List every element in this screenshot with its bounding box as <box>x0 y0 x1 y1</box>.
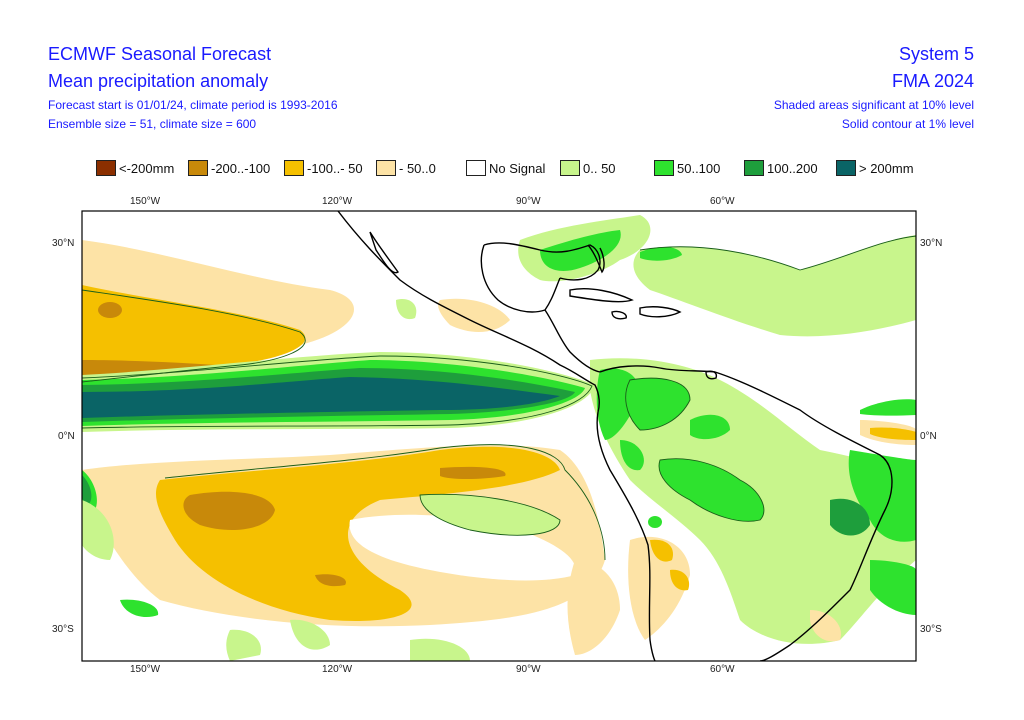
significance-contours <box>82 235 916 561</box>
legend-swatch <box>560 160 580 176</box>
legend-item: 0.. 50 <box>560 159 616 177</box>
bottom-lon-label: 90°W <box>516 664 541 675</box>
right-lat-label: 30°N <box>920 238 943 249</box>
contour-note: Solid contour at 1% level <box>841 117 974 131</box>
legend-swatch <box>466 160 486 176</box>
top-lon-label: 90°W <box>516 196 541 207</box>
map-title: ECMWF Seasonal Forecast <box>48 44 272 64</box>
legend-label: <-200mm <box>119 160 175 176</box>
legend-swatch <box>376 160 396 176</box>
legend-item: 50..100 <box>654 159 720 177</box>
legend-swatch <box>744 160 764 176</box>
legend-label: 0.. 50 <box>583 160 616 176</box>
right-lat-label: 30°S <box>920 624 942 635</box>
right-lat-label: 0°N <box>920 431 937 442</box>
anomaly-shading <box>82 211 916 661</box>
legend-label: - 50..0 <box>399 160 436 176</box>
legend-swatch <box>284 160 304 176</box>
legend-label: > 200mm <box>859 160 914 176</box>
ensemble-info: Ensemble size = 51, climate size = 600 <box>48 117 257 131</box>
top-lon-label: 120°W <box>322 196 353 207</box>
top-lon-label: 150°W <box>130 196 161 207</box>
legend-label: 100..200 <box>767 160 818 176</box>
legend-item: -200..-100 <box>188 159 270 177</box>
system-label: System 5 <box>898 44 974 64</box>
legend-swatch <box>654 160 674 176</box>
legend-label: -200..-100 <box>211 160 271 176</box>
legend-label: 50..100 <box>677 160 721 176</box>
map-subtitle: Mean precipitation anomaly <box>48 71 269 91</box>
significance-note: Shaded areas significant at 10% level <box>773 98 974 112</box>
legend-swatch <box>96 160 116 176</box>
legend-item: - 50..0 <box>376 159 436 177</box>
map-frame <box>81 210 917 662</box>
period-label: FMA 2024 <box>891 71 974 91</box>
bottom-lon-label: 150°W <box>130 664 161 675</box>
legend-item: -100..- 50 <box>284 159 363 177</box>
legend-label: No Signal <box>489 160 546 176</box>
legend-item: 100..200 <box>744 159 818 177</box>
legend-item: No Signal <box>466 159 545 177</box>
legend-item: > 200mm <box>836 159 914 177</box>
color-legend: <-200mm -200..-100 -100..- 50 - 50..0 No… <box>0 159 1024 179</box>
legend-swatch <box>188 160 208 176</box>
bottom-lon-label: 120°W <box>322 664 353 675</box>
left-lat-label: 30°S <box>52 624 74 635</box>
legend-swatch <box>836 160 856 176</box>
bottom-lon-label: 60°W <box>710 664 735 675</box>
legend-label: -100..- 50 <box>307 160 363 176</box>
coastlines <box>337 211 893 661</box>
left-lat-label: 30°N <box>52 238 75 249</box>
legend-item: <-200mm <box>96 159 174 177</box>
top-lon-label: 60°W <box>710 196 735 207</box>
left-lat-label: 0°N <box>58 431 75 442</box>
forecast-info: Forecast start is 01/01/24, climate peri… <box>48 98 338 112</box>
